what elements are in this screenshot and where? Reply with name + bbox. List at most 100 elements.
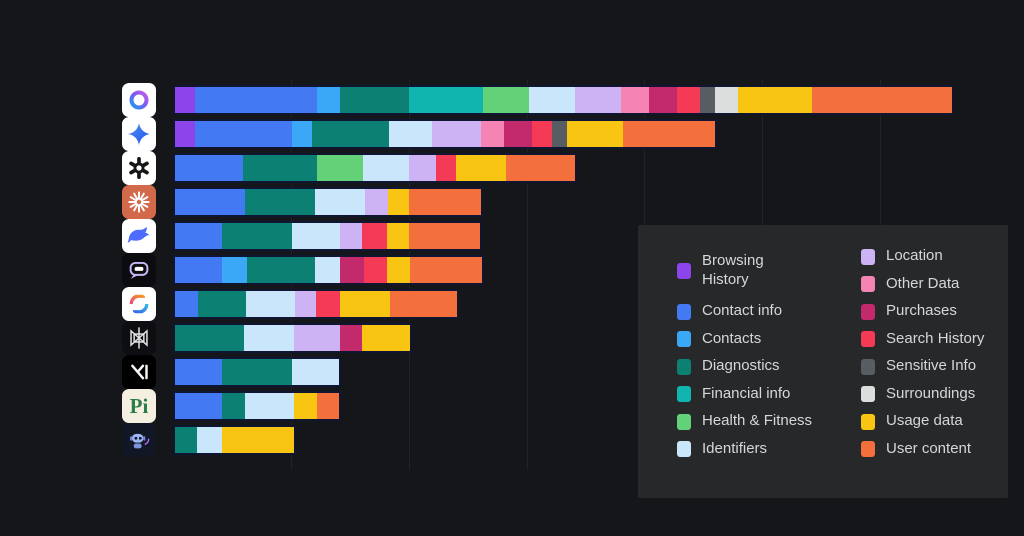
bar-chatgpt [173,153,577,183]
legend-label-search_history: Search History [886,329,985,347]
segment-identifiers [292,223,340,249]
legend-swatch-other_data [861,276,875,293]
bar-copilot [173,289,459,319]
gemini-icon [122,117,156,151]
legend-column-right: Location Other Data Purchases Search Histor… [861,243,1001,463]
legend-label-user_content: User content [886,439,972,457]
segment-usage_data [388,189,409,215]
segment-user_content [623,121,715,147]
bar-gemini [173,119,717,149]
segment-identifiers [292,359,339,385]
legend-swatch-sensitive_info [861,358,875,375]
segment-usage_data [456,155,506,181]
segment-search_history [436,155,456,181]
legend-label-other_data: Other Data [886,274,960,292]
legend-swatch-location [861,248,875,265]
segment-usage_data [387,223,409,249]
perplexity-icon [122,321,156,355]
legend-swatch-contact_info [677,303,691,320]
segment-search_history [364,257,387,283]
segment-diagnostics [312,121,389,147]
segment-browsing_history [175,87,195,113]
legend-item-usage_data: Usage data [861,408,1001,436]
segment-browsing_history [175,121,195,147]
legend-item-location: Location [861,243,1001,271]
legend-panel: Browsing History Contact info Contacts Diagn… [638,225,1008,498]
legend-swatch-search_history [861,331,875,348]
legend-swatch-diagnostics [677,358,691,375]
segment-purchases [340,325,362,351]
segment-location [409,155,436,181]
segment-usage_data [738,87,812,113]
segment-health_fitness [317,155,363,181]
segment-usage_data [362,325,410,351]
segment-user_content [410,257,482,283]
segment-identifiers [315,189,365,215]
segment-location [575,87,621,113]
poe-icon [122,253,156,287]
segment-location [340,223,362,249]
segment-identifiers [244,325,294,351]
segment-user_content [506,155,575,181]
segment-identifiers [246,291,295,317]
deepseek-icon [122,219,156,253]
legend-label-purchases: Purchases [886,302,957,320]
legend-item-financial_info: Financial info [677,381,847,409]
segment-contact_info [175,223,222,249]
legend-swatch-identifiers [677,441,691,458]
legend-label-financial_info: Financial info [702,384,791,402]
legend-swatch-browsing_history [677,262,691,279]
legend-swatch-financial_info [677,386,691,403]
legend-item-diagnostics: Diagnostics [677,353,847,381]
segment-contact_info [175,155,243,181]
bar-poe [173,255,484,285]
segment-diagnostics [247,257,315,283]
legend-swatch-health_fitness [677,413,691,430]
segment-search_history [316,291,340,317]
segment-usage_data [340,291,390,317]
segment-diagnostics [340,87,409,113]
legend-swatch-user_content [861,441,875,458]
segment-sensitive_info [700,87,715,113]
legend-label-location: Location [886,247,943,265]
segment-location [432,121,481,147]
pi-icon: Pi [122,389,156,423]
meta-ai-icon [122,83,156,117]
segment-usage_data [567,121,623,147]
segment-diagnostics [245,189,315,215]
gridline [527,80,528,470]
legend-label-diagnostics: Diagnostics [702,357,780,375]
segment-other_data [481,121,504,147]
legend-label-health_fitness: Health & Fitness [702,412,813,430]
legend-label-browsing_history: Browsing History [702,251,764,288]
segment-identifiers [197,427,222,453]
segment-diagnostics [175,427,197,453]
legend-item-browsing_history: Browsing History [677,243,847,298]
legend-item-surroundings: Surroundings [861,381,1001,409]
segment-financial_info [409,87,483,113]
segment-contact_info [175,359,222,385]
claude-icon [122,185,156,219]
legend-label-contact_info: Contact info [702,302,783,320]
segment-contacts [317,87,340,113]
bar-perplexity [173,323,412,353]
legend-label-surroundings: Surroundings [886,384,976,402]
copilot-icon [122,287,156,321]
segment-contact_info [175,189,245,215]
bar-claude [173,187,483,217]
segment-contacts [292,121,312,147]
legend-swatch-contacts [677,331,691,348]
segment-user_content [390,291,457,317]
segment-surroundings [715,87,738,113]
segment-usage_data [222,427,294,453]
segment-purchases [340,257,364,283]
segment-usage_data [294,393,317,419]
grok-xai-icon [122,355,156,389]
legend-item-contacts: Contacts [677,326,847,354]
bar-meta_ai [173,85,954,115]
legend-swatch-surroundings [861,386,875,403]
segment-diagnostics [198,291,246,317]
bar-pi [173,391,341,421]
legend-item-purchases: Purchases [861,298,1001,326]
